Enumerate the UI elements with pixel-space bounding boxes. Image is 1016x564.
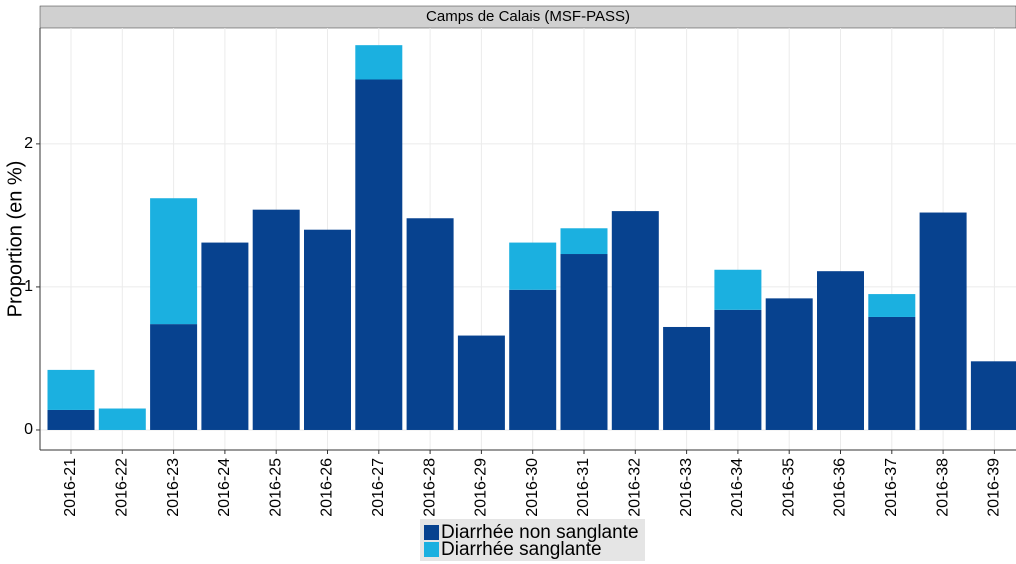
x-tick-label: 2016-31 bbox=[575, 458, 592, 517]
axes: 0 1 2 2016-21 2016-22 2016-23 2016-24 2016-25 20… bbox=[24, 28, 1016, 517]
bar bbox=[817, 271, 864, 430]
legend-label: Diarrhée sanglante bbox=[441, 539, 602, 560]
x-tick-label: 2016-29 bbox=[473, 458, 490, 517]
y-tick-label: 0 bbox=[24, 421, 33, 438]
bar bbox=[611, 211, 659, 430]
bar bbox=[47, 369, 95, 410]
strip bbox=[39, 5, 1016, 29]
x-tick-label: 2016-24 bbox=[216, 458, 233, 517]
bar bbox=[663, 326, 711, 430]
x-tick-label: 2016-39 bbox=[986, 458, 1003, 517]
bar bbox=[355, 79, 403, 430]
x-tick-label: 2016-22 bbox=[114, 458, 131, 517]
plot-area bbox=[40, 28, 1016, 450]
legend-box bbox=[420, 519, 645, 561]
bar bbox=[868, 294, 916, 317]
x-tick-label: 2016-30 bbox=[524, 458, 541, 517]
x-tick-label: 2016-38 bbox=[934, 458, 951, 517]
chart-title: Camps de Calais (MSF-PASS) bbox=[426, 8, 630, 25]
y-tick-label: 1 bbox=[24, 278, 33, 295]
x-tick-label: 2016-28 bbox=[421, 458, 438, 517]
bar bbox=[304, 229, 351, 430]
bar bbox=[355, 45, 403, 80]
bar bbox=[714, 309, 762, 430]
bar bbox=[560, 228, 608, 255]
bar bbox=[98, 408, 146, 430]
x-tick-label: 2016-26 bbox=[319, 458, 336, 517]
bar bbox=[509, 289, 557, 430]
x-tick-label: 2016-33 bbox=[678, 458, 695, 517]
x-tick-label: 2016-36 bbox=[832, 458, 849, 517]
bar bbox=[970, 361, 1016, 430]
bar bbox=[406, 218, 454, 430]
bar bbox=[765, 298, 813, 430]
bar bbox=[560, 254, 608, 430]
bar bbox=[150, 324, 198, 430]
bar bbox=[868, 316, 916, 430]
y-axis-label: Proportion (en %) bbox=[4, 161, 26, 318]
bar bbox=[919, 212, 967, 430]
x-tick-label: 2016-35 bbox=[780, 458, 797, 517]
x-tick-label: 2016-25 bbox=[267, 458, 284, 517]
bar bbox=[252, 209, 300, 430]
bar bbox=[201, 242, 249, 430]
bar bbox=[47, 409, 95, 430]
x-tick-label: 2016-23 bbox=[165, 458, 182, 517]
x-tick-label: 2016-21 bbox=[62, 458, 79, 517]
y-tick-label: 2 bbox=[24, 135, 33, 152]
bar bbox=[509, 242, 557, 290]
legend-key bbox=[424, 525, 439, 540]
x-tick-label: 2016-32 bbox=[627, 458, 644, 517]
bar bbox=[457, 335, 505, 430]
x-tick-label: 2016-34 bbox=[729, 458, 746, 517]
x-tick-label: 2016-37 bbox=[883, 458, 900, 517]
bar bbox=[714, 269, 762, 310]
x-tick-label: 2016-27 bbox=[370, 458, 387, 517]
legend-label: Diarrhée non sanglante bbox=[441, 522, 639, 543]
legend-key bbox=[424, 542, 439, 557]
bar bbox=[150, 198, 198, 325]
